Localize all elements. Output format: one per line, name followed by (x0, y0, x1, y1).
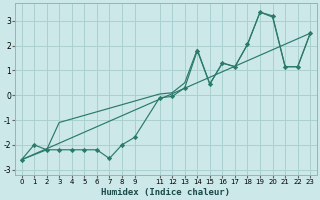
X-axis label: Humidex (Indice chaleur): Humidex (Indice chaleur) (101, 188, 230, 197)
